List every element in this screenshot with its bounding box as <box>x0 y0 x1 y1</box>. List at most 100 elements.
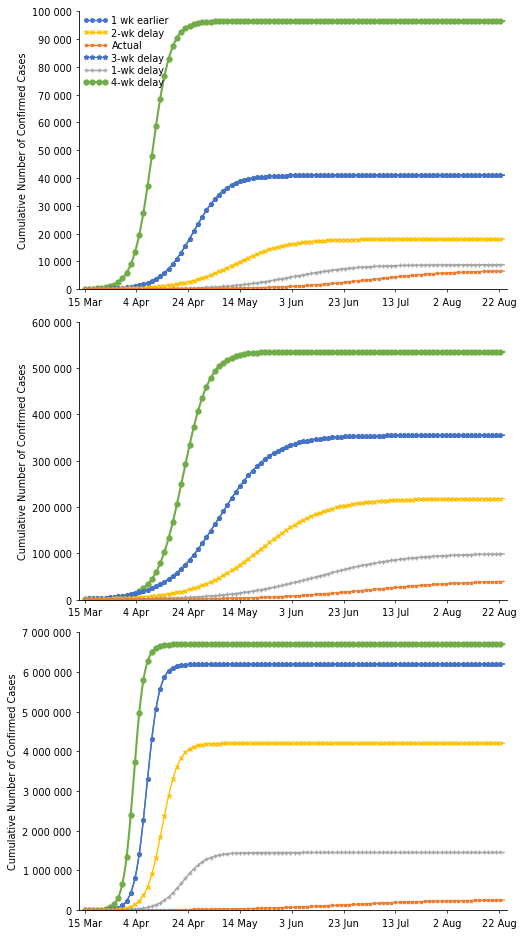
Actual <box>336 278 342 289</box>
1 wk earlier <box>81 284 88 295</box>
1 wk earlier <box>443 170 449 182</box>
1 wk earlier <box>107 592 113 603</box>
1 wk earlier <box>501 659 507 670</box>
1-wk delay <box>81 904 88 915</box>
1-wk delay <box>443 847 449 858</box>
Line: 2-wk delay: 2-wk delay <box>82 741 506 912</box>
1 wk earlier <box>81 904 88 915</box>
Line: 1-wk delay: 1-wk delay <box>82 552 506 602</box>
1-wk delay <box>349 263 355 274</box>
1 wk earlier <box>370 659 376 670</box>
1-wk delay <box>501 548 507 560</box>
3-wk delay <box>336 170 342 182</box>
Line: 3-wk delay: 3-wk delay <box>82 662 507 913</box>
4-wk delay <box>400 347 406 358</box>
2-wk delay <box>349 499 355 510</box>
4-wk delay <box>81 594 88 606</box>
2-wk delay <box>325 236 331 247</box>
3-wk delay <box>501 431 507 442</box>
2-wk delay <box>501 738 507 749</box>
Line: 4-wk delay: 4-wk delay <box>82 642 507 913</box>
3-wk delay <box>349 170 355 182</box>
2-wk delay <box>349 738 355 749</box>
Actual <box>107 594 113 606</box>
4-wk delay <box>349 639 355 651</box>
2-wk delay <box>457 738 463 749</box>
4-wk delay <box>107 901 113 913</box>
2-wk delay <box>443 738 449 749</box>
1-wk delay <box>501 260 507 271</box>
Actual <box>325 279 331 290</box>
2-wk delay <box>107 904 113 915</box>
1 wk earlier <box>349 431 355 443</box>
4-wk delay <box>325 347 331 358</box>
Actual <box>349 899 355 910</box>
2-wk delay <box>325 505 331 516</box>
4-wk delay <box>326 639 332 651</box>
4-wk delay <box>501 347 507 358</box>
1 wk earlier <box>349 659 355 670</box>
Line: 1-wk delay: 1-wk delay <box>82 263 506 292</box>
Line: Actual: Actual <box>83 580 506 601</box>
Actual <box>81 904 88 915</box>
Y-axis label: Cumulative Number of Confirmed Cases: Cumulative Number of Confirmed Cases <box>17 363 28 560</box>
3-wk delay <box>107 904 113 915</box>
Actual <box>349 586 355 597</box>
1 wk earlier <box>81 593 88 605</box>
3-wk delay <box>400 170 406 182</box>
1-wk delay <box>443 550 449 562</box>
1 wk earlier <box>443 431 449 442</box>
3-wk delay <box>501 170 507 182</box>
1 wk earlier <box>336 431 342 443</box>
Actual <box>107 285 113 296</box>
1-wk delay <box>336 264 342 275</box>
2-wk delay <box>325 738 331 749</box>
1-wk delay <box>400 260 406 271</box>
2-wk delay <box>349 235 355 246</box>
3-wk delay <box>336 659 342 670</box>
1 wk earlier <box>336 170 342 182</box>
4-wk delay <box>336 347 342 358</box>
2-wk delay <box>107 284 113 295</box>
Actual <box>443 896 449 907</box>
4-wk delay <box>349 17 355 28</box>
1 wk earlier <box>336 659 342 670</box>
2-wk delay <box>501 234 507 245</box>
Line: Actual: Actual <box>83 899 506 912</box>
2-wk delay <box>400 738 406 749</box>
1 wk earlier <box>349 170 355 182</box>
Line: 2-wk delay: 2-wk delay <box>82 497 506 602</box>
3-wk delay <box>443 431 449 442</box>
Actual <box>400 897 406 908</box>
1-wk delay <box>349 847 355 858</box>
3-wk delay <box>443 170 449 182</box>
3-wk delay <box>325 432 331 444</box>
2-wk delay <box>400 495 406 506</box>
1-wk delay <box>349 563 355 574</box>
3-wk delay <box>349 431 355 443</box>
Y-axis label: Cumulative Number of Confirmed Cases: Cumulative Number of Confirmed Cases <box>18 53 28 249</box>
3-wk delay <box>349 659 355 670</box>
2-wk delay <box>443 494 449 505</box>
3-wk delay <box>107 592 113 603</box>
4-wk delay <box>443 639 449 651</box>
4-wk delay <box>349 347 355 358</box>
3-wk delay <box>400 659 406 670</box>
Actual <box>336 587 342 598</box>
1 wk earlier <box>107 904 113 915</box>
3-wk delay <box>81 904 88 915</box>
Line: 1 wk earlier: 1 wk earlier <box>83 663 506 912</box>
4-wk delay <box>400 17 406 28</box>
4-wk delay <box>400 639 406 651</box>
3-wk delay <box>325 170 331 182</box>
1-wk delay <box>400 847 406 858</box>
4-wk delay <box>81 284 88 295</box>
2-wk delay <box>336 502 342 513</box>
4-wk delay <box>443 17 449 28</box>
2-wk delay <box>81 593 88 605</box>
2-wk delay <box>81 904 88 915</box>
Actual <box>501 266 507 277</box>
Line: 2-wk delay: 2-wk delay <box>82 238 506 292</box>
4-wk delay <box>443 347 449 358</box>
2-wk delay <box>443 234 449 245</box>
